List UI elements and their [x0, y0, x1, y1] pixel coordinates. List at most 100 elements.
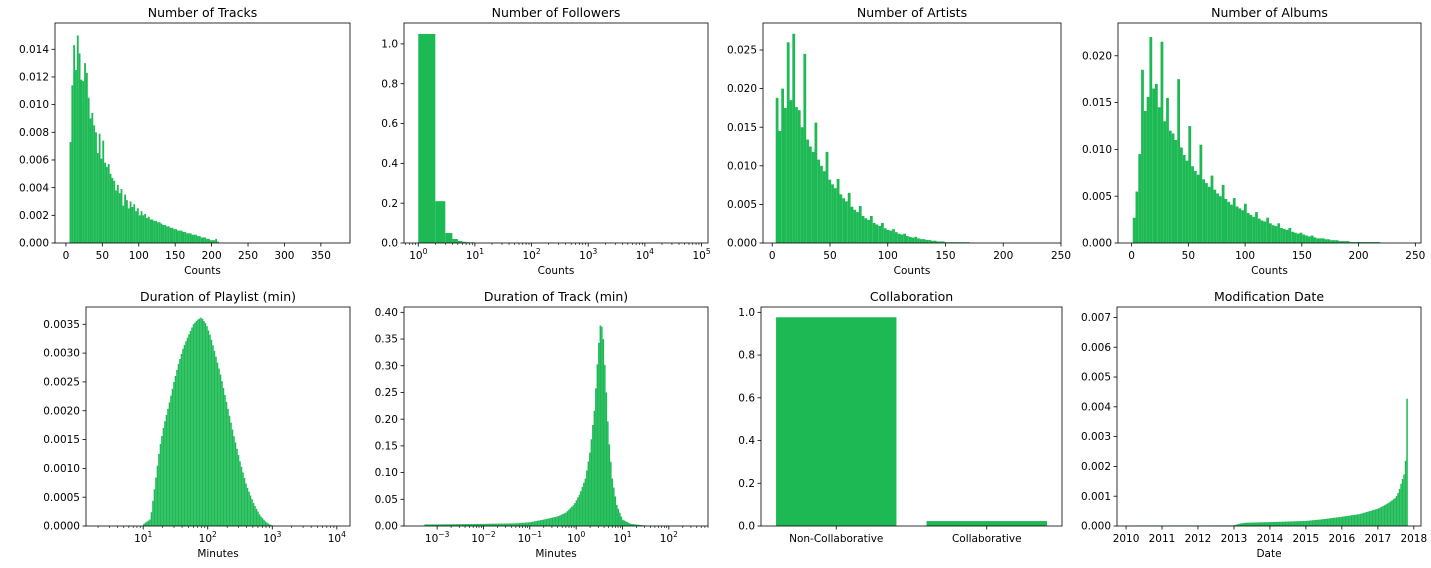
- x-tick-label: Collaborative: [952, 533, 1022, 545]
- bar-69: [245, 483, 247, 526]
- bar-19: [1182, 155, 1186, 243]
- bar-138: [629, 523, 632, 526]
- bar-51: [218, 368, 220, 526]
- bar-130: [1319, 519, 1321, 526]
- bar-3: [445, 233, 453, 243]
- bar-1: [69, 141, 72, 243]
- bar-142: [635, 524, 638, 526]
- x-tick-label: 102: [660, 530, 678, 545]
- bar-60: [512, 523, 515, 526]
- bar-26: [115, 190, 117, 243]
- bar-27: [182, 348, 184, 526]
- bar-75: [254, 506, 256, 526]
- bar-22: [174, 376, 177, 526]
- subplot-title: Number of Tracks: [148, 5, 257, 20]
- bar-89: [556, 516, 558, 526]
- bar-118: [1301, 521, 1303, 526]
- bar-143: [637, 524, 639, 526]
- bar-63: [1305, 235, 1308, 243]
- bar-120: [1304, 520, 1306, 526]
- bar-39: [200, 317, 202, 526]
- bar-107: [1284, 521, 1287, 526]
- bar-78: [258, 514, 261, 526]
- bar-98: [569, 508, 572, 526]
- bar-82: [264, 521, 267, 526]
- x-tick-label: 103: [263, 530, 281, 545]
- bar-66: [240, 466, 243, 526]
- bar-93: [562, 514, 564, 526]
- bar-5: [1143, 111, 1147, 243]
- bar-72: [198, 236, 201, 243]
- bar-145: [1341, 516, 1344, 526]
- y-tick-label: 0.15: [375, 440, 398, 452]
- bar-86: [1253, 522, 1255, 526]
- y-tick-label: 0.000: [1081, 521, 1111, 533]
- bar-53: [919, 239, 923, 243]
- bar-89: [1257, 522, 1260, 526]
- bar-75: [535, 521, 537, 526]
- bar-44: [894, 232, 898, 243]
- bar-32: [1218, 196, 1222, 243]
- bar-139: [631, 523, 633, 526]
- bar-109: [586, 470, 588, 526]
- y-tick-label: 1.0: [738, 307, 755, 319]
- bar-81: [215, 238, 218, 243]
- bar-57: [930, 240, 934, 243]
- bar-59: [175, 229, 178, 243]
- bar-68: [1319, 238, 1322, 243]
- bar-87: [1254, 522, 1257, 526]
- bar-80: [1352, 242, 1356, 243]
- bar-23: [109, 173, 112, 243]
- bar-9: [84, 63, 86, 243]
- x-tick-label: 2015: [1293, 533, 1320, 545]
- bar-10: [85, 72, 88, 244]
- bar-55: [505, 523, 507, 526]
- y-tick-label: 0.0: [381, 238, 398, 250]
- bar-8: [153, 489, 156, 526]
- x-tick-label: 100: [878, 250, 898, 262]
- bar-30: [467, 524, 470, 526]
- bar-116: [1298, 521, 1300, 526]
- bar-130: [617, 508, 620, 526]
- bar-26: [180, 353, 183, 526]
- bar-4: [784, 107, 787, 243]
- bar-32: [189, 330, 192, 526]
- bar-139: [1332, 517, 1335, 526]
- bar-64: [1307, 236, 1311, 243]
- bar-70: [246, 487, 249, 526]
- bar-2: [435, 201, 446, 243]
- bar-148: [1346, 515, 1348, 526]
- x-tick-label: 2010: [1113, 533, 1140, 545]
- bar-132: [620, 516, 623, 526]
- x-tick-label: 0: [63, 250, 70, 262]
- bar-83: [1248, 522, 1251, 526]
- bar-170: [1379, 507, 1381, 526]
- bar-8: [1152, 88, 1155, 243]
- x-tick-label: 200: [1349, 250, 1369, 262]
- bar-86: [1369, 242, 1372, 243]
- bar-153: [1353, 514, 1356, 526]
- x-tick-label: 2012: [1185, 533, 1212, 545]
- y-tick-label: 0.0020: [43, 405, 80, 417]
- bars: [776, 317, 1047, 526]
- bar-146: [641, 525, 644, 526]
- bar-5: [457, 241, 463, 243]
- bar-4: [75, 70, 77, 243]
- bar-21: [105, 166, 108, 243]
- bar-29: [120, 189, 123, 243]
- bar-52: [219, 374, 222, 526]
- bar-76: [1341, 241, 1345, 243]
- bar-115: [595, 388, 597, 526]
- bar-126: [1313, 520, 1315, 526]
- x-tick-label: 0: [769, 250, 776, 262]
- bar-43: [206, 326, 208, 526]
- y-tick-label: 0.6: [381, 118, 398, 130]
- bars: [775, 33, 970, 243]
- subplot-title: Number of Artists: [857, 5, 967, 20]
- bar-62: [1302, 234, 1306, 243]
- bar-48: [155, 220, 157, 243]
- bar-3: [146, 521, 148, 526]
- y-tick-label: 0.25: [375, 387, 398, 399]
- bar-141: [634, 524, 636, 526]
- bar-10: [800, 127, 804, 243]
